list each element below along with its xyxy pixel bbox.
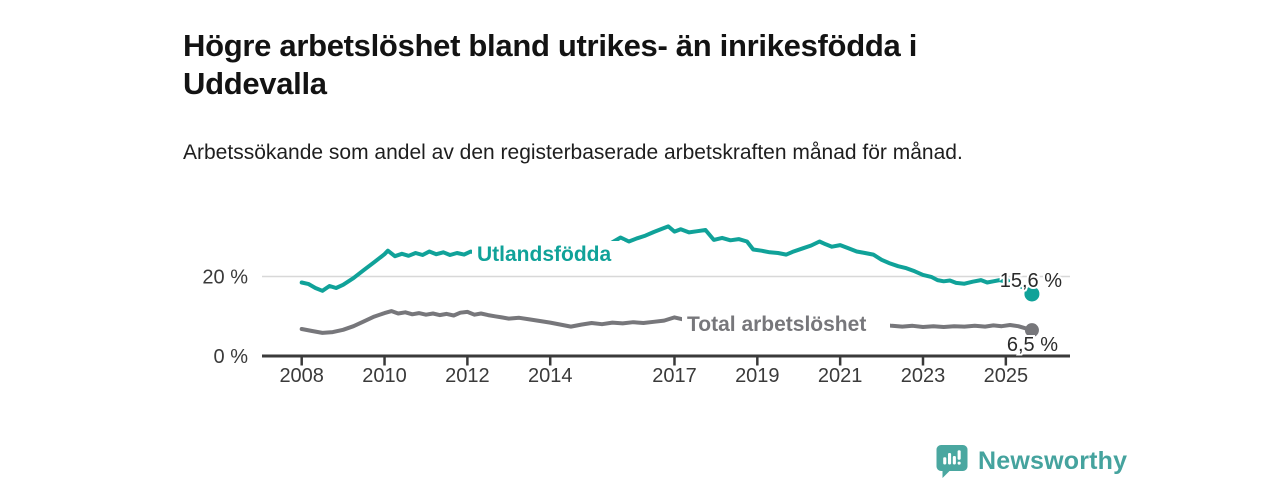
newsworthy-logo-icon	[936, 445, 968, 478]
series-label-underlay-0	[472, 241, 624, 268]
brand-footer: Newsworthy	[936, 444, 1127, 478]
x-axis-label-2025: 2025	[984, 365, 1029, 387]
chart-title: Högre arbetslöshet bland utrikes- än inr…	[183, 27, 918, 101]
x-axis-label-2010: 2010	[362, 365, 407, 387]
series-label-total: Total arbetslöshet	[687, 313, 866, 336]
series-label-underlay-1	[682, 311, 890, 338]
logo-exclamation-dot	[957, 461, 961, 465]
logo-bar-2	[948, 453, 952, 465]
logo-bar-1	[943, 457, 947, 465]
y-axis-label-0: 0 %	[214, 346, 249, 368]
series-line-utlandsfodda	[299, 224, 1010, 293]
series-line-total	[299, 309, 1034, 335]
y-axis-label-20: 20 %	[202, 267, 248, 289]
series-label-utlandsfodda: Utlandsfödda	[477, 243, 611, 266]
x-axis-label-2014: 2014	[528, 365, 573, 387]
speech-bubble-shape	[936, 445, 968, 478]
latest-point-dot-total	[1024, 323, 1039, 338]
logo-bar-3	[952, 456, 956, 465]
logo-exclamation-bar	[957, 450, 961, 460]
x-axis-label-2023: 2023	[901, 365, 946, 387]
x-axis-label-2021: 2021	[818, 365, 863, 387]
x-axis-label-2008: 2008	[279, 365, 324, 387]
x-axis-label-2012: 2012	[445, 365, 490, 387]
brand-name: Newsworthy	[978, 446, 1128, 475]
latest-point-dot-utlandsfodda	[1024, 286, 1040, 302]
chart-subtitle: Arbetssökande som andel av den registerb…	[183, 141, 963, 164]
latest-value-label-total: 6,5 %	[1007, 334, 1058, 356]
x-axis-label-2019: 2019	[735, 365, 780, 387]
latest-value-label-utlandsfodda: 15,6 %	[1000, 270, 1062, 292]
x-axis-label-2017: 2017	[652, 365, 697, 387]
